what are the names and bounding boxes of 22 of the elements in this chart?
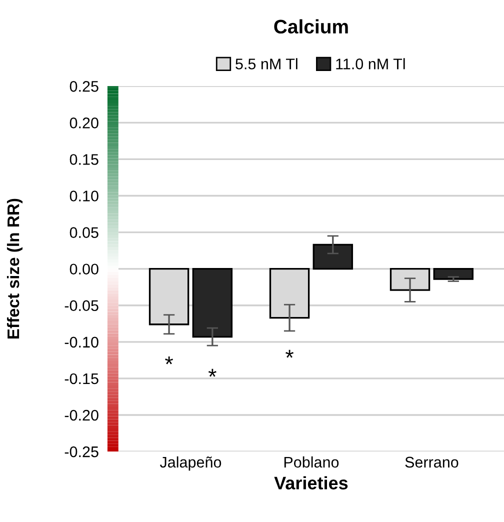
y-tick-label: -0.25: [64, 446, 98, 458]
x-tick-label: Jalapeño: [160, 456, 222, 471]
y-tick-label: 0.20: [70, 118, 98, 128]
legend-label: 5.5 nM Tl: [236, 58, 298, 70]
y-axis-title: Effect size (ln RR): [6, 198, 23, 339]
annotation: *: [286, 350, 294, 358]
y-tick-label: 0.15: [70, 154, 98, 165]
y-tick-label: 0.00: [70, 264, 98, 275]
legend-label: 11.0 nM Tl: [336, 58, 405, 70]
x-tick-label: Poblano: [284, 456, 339, 468]
y-tick-label: -0.05: [64, 300, 98, 312]
annotation: *: [208, 368, 216, 377]
y-tick-label: -0.10: [64, 336, 98, 348]
y-tick-label: 0.25: [70, 81, 98, 92]
y-tick-label: 0.05: [70, 227, 98, 238]
y-tick-label: -0.20: [64, 410, 98, 421]
x-axis-title: Varieties: [274, 476, 348, 490]
annotation: *: [165, 356, 174, 364]
x-tick-label: Serrano: [405, 456, 458, 468]
y-tick-label: 0.10: [70, 190, 98, 202]
y-tick-label: -0.15: [64, 373, 98, 384]
chart-title: Calcium: [274, 19, 348, 34]
